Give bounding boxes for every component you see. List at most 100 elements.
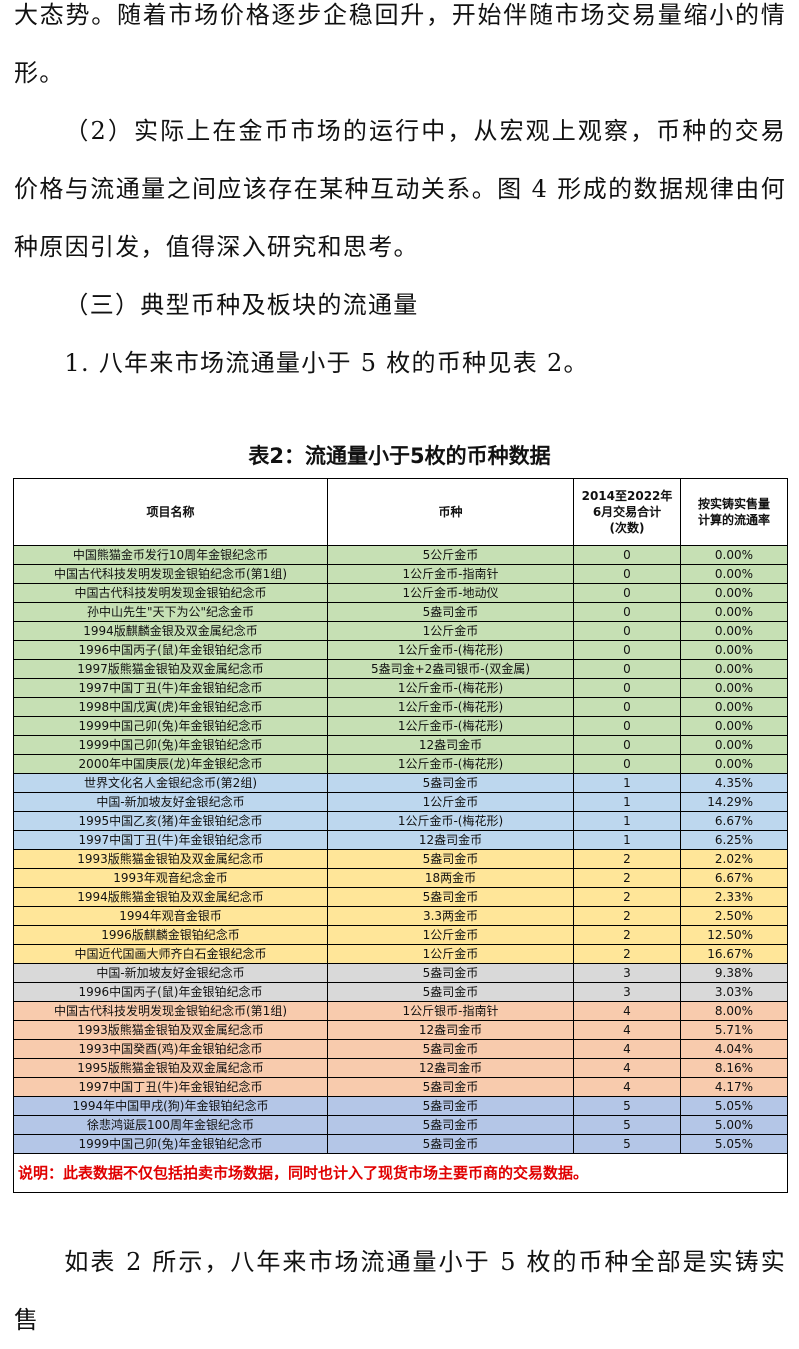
project-name: 1999中国己卯(兔)年金银铂纪念币	[13, 735, 328, 755]
project-name: 中国-新加坡友好金银纪念币	[13, 963, 328, 983]
circulation-rate: 5.05%	[680, 1096, 788, 1116]
table-row: 1994年观音金银币 3.3两金币 2 2.50%	[13, 906, 788, 926]
table-row: 1997中国丁丑(牛)年金银铂纪念币 5盎司金币 4 4.17%	[13, 1077, 788, 1097]
trade-count: 1	[573, 792, 681, 812]
trade-count: 0	[573, 735, 681, 755]
project-name: 1996版麒麟金银铂纪念币	[13, 925, 328, 945]
project-name: 中国古代科技发明发现金银铂纪念币(第1组)	[13, 564, 328, 584]
table-row: 1999中国己卯(兔)年金银铂纪念币 12盎司金币 0 0.00%	[13, 735, 788, 755]
table-row: 孙中山先生"天下为公"纪念金币 5盎司金币 0 0.00%	[13, 602, 788, 622]
coin-type: 1公斤金币-(梅花形)	[327, 678, 574, 698]
table-row: 中国古代科技发明发现金银铂纪念币 1公斤金币-地动仪 0 0.00%	[13, 583, 788, 603]
trade-count: 0	[573, 754, 681, 774]
coin-type: 5盎司金币	[327, 963, 574, 983]
table-row: 1993中国癸酉(鸡)年金银铂纪念币 5盎司金币 4 4.04%	[13, 1039, 788, 1059]
paragraph: 1. 八年来市场流通量小于 5 枚的币种见表 2。	[64, 349, 589, 377]
project-name: 中国-新加坡友好金银纪念币	[13, 792, 328, 812]
coin-type: 12盎司金币	[327, 1020, 574, 1040]
paragraph: （2）实际上在金币市场的运行中，从宏观上观察，币种的交易价格与流通量之间应该存在…	[14, 117, 786, 261]
paragraph: 如表 2 所示，八年来市场流通量小于 5 枚的币种全部是实铸实售	[14, 1248, 786, 1334]
project-name: 1996中国丙子(鼠)年金银铂纪念币	[13, 982, 328, 1002]
table-row: 1993版熊猫金银铂及双金属纪念币 5盎司金币 2 2.02%	[13, 849, 788, 869]
table-row: 1994版熊猫金银铂及双金属纪念币 5盎司金币 2 2.33%	[13, 887, 788, 907]
header-cell: 2014至2022年 6月交易合计 (次数)	[573, 478, 681, 546]
project-name: 中国熊猫金币发行10周年金银纪念币	[13, 545, 328, 565]
coin-type: 1公斤金币-指南针	[327, 564, 574, 584]
table-title: 表2：流通量小于5枚的币种数据	[248, 444, 551, 468]
circulation-rate: 4.35%	[680, 773, 788, 793]
circulation-rate: 2.33%	[680, 887, 788, 907]
table-row: 世界文化名人金银纪念币(第2组) 5盎司金币 1 4.35%	[13, 773, 788, 793]
project-name: 1993版熊猫金银铂及双金属纪念币	[13, 849, 328, 869]
coin-type: 1公斤金币-地动仪	[327, 583, 574, 603]
table-row: 1997中国丁丑(牛)年金银铂纪念币 1公斤金币-(梅花形) 0 0.00%	[13, 678, 788, 698]
circulation-rate: 4.04%	[680, 1039, 788, 1059]
coin-type: 5盎司金币	[327, 887, 574, 907]
circulation-rate: 12.50%	[680, 925, 788, 945]
coin-type: 5公斤金币	[327, 545, 574, 565]
data-table: 项目名称 币种 2014至2022年 6月交易合计 (次数) 按实铸实售量 计算…	[13, 478, 788, 1193]
project-name: 孙中山先生"天下为公"纪念金币	[13, 602, 328, 622]
table-row: 中国近代国画大师齐白石金银纪念币 1公斤金币 2 16.67%	[13, 944, 788, 964]
circulation-rate: 0.00%	[680, 716, 788, 736]
table-row: 徐悲鸿诞辰100周年金银纪念币 5盎司金币 5 5.00%	[13, 1115, 788, 1135]
circulation-rate: 16.67%	[680, 944, 788, 964]
paragraph: 大态势。随着市场价格逐步企稳回升，开始伴随市场交易量缩小的情形。	[14, 1, 786, 87]
project-name: 1993版熊猫金银铂及双金属纪念币	[13, 1020, 328, 1040]
circulation-rate: 0.00%	[680, 640, 788, 660]
trade-count: 0	[573, 716, 681, 736]
trade-count: 5	[573, 1134, 681, 1154]
circulation-rate: 5.00%	[680, 1115, 788, 1135]
project-name: 1995版熊猫金银铂及双金属纪念币	[13, 1058, 328, 1078]
trade-count: 2	[573, 906, 681, 926]
coin-type: 1公斤金币	[327, 925, 574, 945]
circulation-rate: 6.67%	[680, 868, 788, 888]
project-name: 2000年中国庚辰(龙)年金银纪念币	[13, 754, 328, 774]
header-cell: 币种	[327, 478, 574, 546]
trade-count: 3	[573, 982, 681, 1002]
circulation-rate: 6.67%	[680, 811, 788, 831]
table-row: 1998中国戊寅(虎)年金银铂纪念币 1公斤金币-(梅花形) 0 0.00%	[13, 697, 788, 717]
project-name: 1997版熊猫金银铂及双金属纪念币	[13, 659, 328, 679]
trade-count: 1	[573, 773, 681, 793]
trade-count: 5	[573, 1115, 681, 1135]
table-row: 中国熊猫金币发行10周年金银纪念币 5公斤金币 0 0.00%	[13, 545, 788, 565]
trade-count: 0	[573, 602, 681, 622]
circulation-rate: 6.25%	[680, 830, 788, 850]
circulation-rate: 8.16%	[680, 1058, 788, 1078]
note-row: 说明：此表数据不仅包括拍卖市场数据，同时也计入了现货市场主要币商的交易数据。	[13, 1153, 788, 1193]
circulation-rate: 2.02%	[680, 849, 788, 869]
table-row: 中国-新加坡友好金银纪念币 5盎司金币 3 9.38%	[13, 963, 788, 983]
coin-type: 12盎司金币	[327, 735, 574, 755]
circulation-rate: 14.29%	[680, 792, 788, 812]
header-row: 项目名称 币种 2014至2022年 6月交易合计 (次数) 按实铸实售量 计算…	[13, 478, 788, 546]
coin-type: 5盎司金币	[327, 1077, 574, 1097]
page: {"paragraphs": [ "大态势。随着市场价格逐步企稳回升，开始伴随市…	[13, 1, 788, 1334]
table-body: 中国熊猫金币发行10周年金银纪念币 5公斤金币 0 0.00% 中国古代科技发明发现金银…	[13, 545, 788, 1154]
coin-type: 5盎司金币	[327, 1134, 574, 1154]
trade-count: 0	[573, 564, 681, 584]
project-name: 1997中国丁丑(牛)年金银铂纪念币	[13, 830, 328, 850]
project-name: 中国古代科技发明发现金银铂纪念币	[13, 583, 328, 603]
circulation-rate: 0.00%	[680, 602, 788, 622]
circulation-rate: 9.38%	[680, 963, 788, 983]
coin-type: 12盎司金币	[327, 1058, 574, 1078]
project-name: 1994版麒麟金银及双金属纪念币	[13, 621, 328, 641]
table-row: 1999中国己卯(兔)年金银铂纪念币 5盎司金币 5 5.05%	[13, 1134, 788, 1154]
trade-count: 0	[573, 621, 681, 641]
table-note: 说明：此表数据不仅包括拍卖市场数据，同时也计入了现货市场主要币商的交易数据。	[13, 1153, 788, 1193]
coin-type: 5盎司金币	[327, 1096, 574, 1116]
trade-count: 4	[573, 1058, 681, 1078]
project-name: 1996中国丙子(鼠)年金银铂纪念币	[13, 640, 328, 660]
table-row: 中国古代科技发明发现金银铂纪念币(第1组) 1公斤银币-指南针 4 8.00%	[13, 1001, 788, 1021]
coin-type: 1公斤金币	[327, 944, 574, 964]
coin-type: 5盎司金币	[327, 982, 574, 1002]
trade-count: 0	[573, 697, 681, 717]
circulation-rate: 3.03%	[680, 982, 788, 1002]
project-name: 1998中国戊寅(虎)年金银铂纪念币	[13, 697, 328, 717]
table-row: 1995中国乙亥(猪)年金银铂纪念币 1公斤金币-(梅花形) 1 6.67%	[13, 811, 788, 831]
project-name: 1994年观音金银币	[13, 906, 328, 926]
trade-count: 4	[573, 1039, 681, 1059]
coin-type: 18两金币	[327, 868, 574, 888]
circulation-rate: 8.00%	[680, 1001, 788, 1021]
